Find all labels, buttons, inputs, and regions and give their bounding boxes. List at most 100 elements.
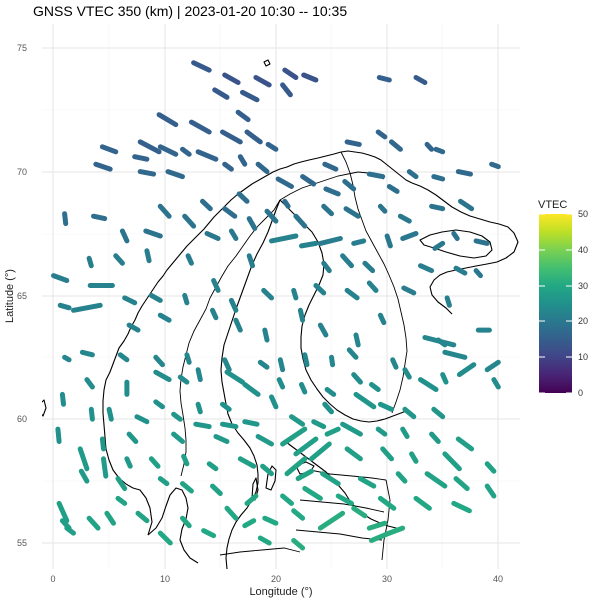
- vtec-track: [148, 456, 161, 469]
- vtec-track: [93, 161, 113, 172]
- vtec-track: [302, 486, 323, 501]
- vtec-track: [191, 60, 212, 73]
- vtec-track: [201, 528, 217, 539]
- vtec-track: [124, 456, 133, 469]
- y-axis: 55 60 65 70 75 Latitude (°): [4, 43, 27, 548]
- vtec-track: [257, 359, 270, 370]
- poland-border: [219, 547, 301, 556]
- vtec-track: [126, 431, 139, 444]
- vtec-track: [401, 285, 417, 296]
- baltic-states-borders: [295, 469, 391, 561]
- vtec-track: [424, 471, 448, 489]
- vtec-track: [276, 377, 286, 390]
- vtec-track: [324, 387, 337, 397]
- vtec-track: [237, 154, 248, 167]
- vtec-track: [300, 174, 317, 187]
- vtec-track: [344, 287, 360, 301]
- vtec-track: [262, 515, 279, 526]
- y-tick-label: 65: [17, 291, 27, 301]
- legend-tick-label: 50: [578, 209, 588, 219]
- vtec-track: [99, 436, 106, 452]
- vtec-track: [321, 203, 334, 217]
- vtec-track: [222, 161, 234, 172]
- vtec-track: [386, 184, 400, 194]
- vtec-track: [211, 278, 221, 293]
- legend-tick-label: 0: [578, 388, 583, 398]
- legend-tick-label: 10: [578, 352, 588, 362]
- vtec-track: [228, 228, 239, 241]
- vtec-track: [344, 446, 363, 462]
- vtec-track: [51, 273, 70, 283]
- vtec-track: [228, 297, 239, 313]
- vtec-track: [384, 233, 393, 249]
- vtec-track: [195, 401, 203, 415]
- vtec-track: [297, 307, 306, 323]
- vtec-track: [210, 483, 223, 496]
- vtec-track: [429, 431, 441, 444]
- vtec-track: [489, 161, 501, 170]
- norway-sweden-border: [179, 199, 281, 477]
- vtec-track: [180, 146, 192, 157]
- vtec-track: [484, 483, 497, 499]
- vtec-track: [210, 307, 219, 321]
- y-tick-label: 60: [17, 414, 27, 424]
- vtec-track: [406, 169, 419, 180]
- vtec-track: [402, 406, 417, 420]
- denmark-coast: [147, 487, 199, 564]
- vtec-track: [56, 500, 70, 524]
- vtec-track: [313, 283, 327, 296]
- vtec-track: [212, 87, 230, 100]
- vtec-track: [257, 535, 272, 546]
- vtec-track: [117, 352, 130, 363]
- vtec-track: [376, 75, 392, 83]
- vtec-track: [291, 508, 306, 521]
- vtec-track: [458, 198, 475, 212]
- vtec-track: [301, 72, 319, 83]
- legend-tick-marks: [539, 213, 572, 394]
- vtec-track: [431, 406, 446, 420]
- vtec-track: [193, 421, 212, 430]
- vtec-track: [62, 211, 69, 227]
- vtec-track: [104, 510, 116, 526]
- vtec-track: [442, 451, 462, 472]
- vtec-track: [64, 525, 76, 536]
- vtec-track: [280, 493, 294, 506]
- legend-title: VTEC: [538, 199, 567, 211]
- vtec-track: [424, 141, 435, 152]
- vtec-track: [291, 287, 299, 301]
- y-axis-title: Latitude (°): [4, 269, 16, 323]
- vtec-track: [115, 495, 128, 506]
- vtec-track: [220, 129, 243, 145]
- vtec-track: [264, 208, 279, 224]
- vtec-track: [280, 426, 308, 447]
- vtec-track: [91, 213, 108, 222]
- vtec-track: [157, 144, 179, 157]
- vtec-track: [346, 347, 359, 360]
- vtec-track: [293, 213, 308, 229]
- vtec-track: [351, 505, 368, 519]
- vtec-track: [431, 174, 446, 182]
- vtec-track: [84, 377, 95, 390]
- vtec-track: [418, 377, 439, 392]
- vtec-track: [171, 431, 185, 444]
- legend-tick-label: 30: [578, 281, 588, 291]
- vtec-track: [453, 476, 470, 491]
- x-tick-label: 40: [493, 574, 503, 584]
- vtec-track: [188, 119, 212, 135]
- vtec-track: [237, 456, 257, 469]
- vtec-track: [132, 154, 150, 162]
- vtec-track: [342, 179, 357, 192]
- vtec-track: [144, 248, 152, 264]
- legend-tick-label: 40: [578, 245, 588, 255]
- vtec-track: [453, 265, 468, 276]
- vtec-track: [222, 357, 232, 373]
- vtec-track: [244, 493, 259, 506]
- y-tick-label: 70: [17, 167, 27, 177]
- vtec-track: [244, 129, 263, 145]
- vtec-track: [323, 186, 341, 197]
- vtec-track: [456, 362, 477, 378]
- vtec-track: [157, 203, 172, 219]
- vtec-track: [484, 359, 501, 373]
- vtec-track: [375, 426, 388, 437]
- vtec-track: [156, 112, 179, 128]
